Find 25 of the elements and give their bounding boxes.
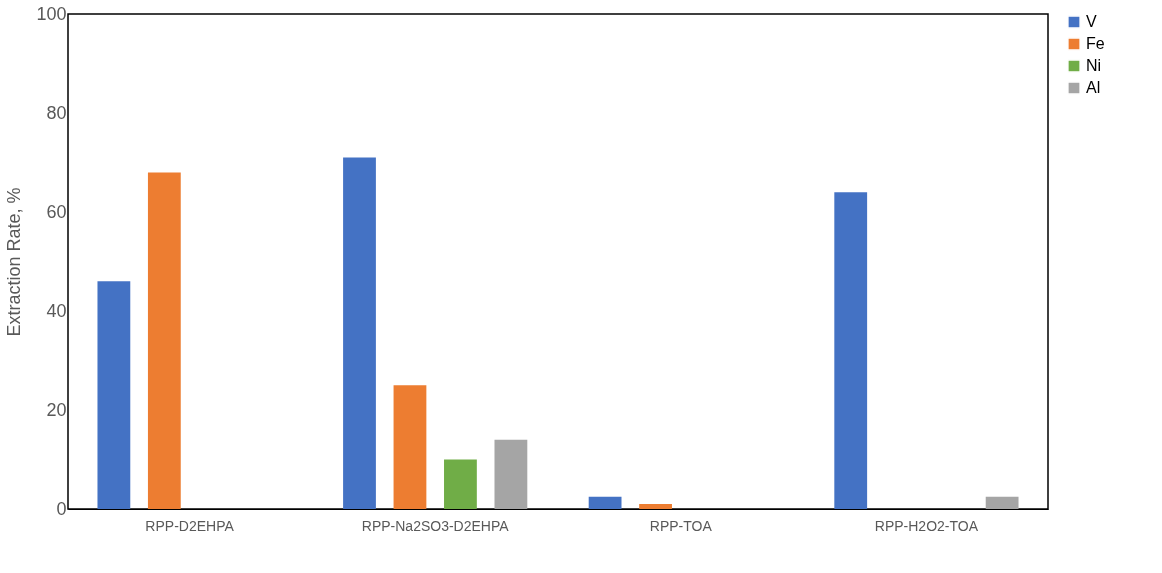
bar	[588, 496, 622, 509]
x-tick-label: RPP-Na2SO3-D2EHPA	[361, 517, 510, 534]
bar	[834, 192, 868, 509]
bar	[985, 496, 1019, 509]
x-tick-label: RPP-H2O2-TOA	[874, 517, 979, 534]
x-tick-label: RPP-TOA	[649, 517, 713, 534]
y-tick-label: 20	[46, 399, 67, 420]
y-tick-label: 80	[46, 102, 67, 123]
bar	[444, 459, 477, 509]
y-tick-label: 60	[46, 201, 67, 222]
bar	[343, 157, 376, 509]
bar	[393, 385, 427, 509]
y-axis-title: Extraction Rate, %	[4, 187, 25, 337]
y-tick-label: 0	[56, 498, 67, 519]
bar	[639, 504, 672, 509]
x-tick-label: RPP-D2EHPA	[145, 517, 235, 534]
bar	[147, 172, 181, 509]
legend-label: V	[1086, 13, 1097, 30]
legend-label: Ni	[1086, 57, 1102, 74]
y-tick-label: 100	[36, 3, 67, 24]
legend-label: Fe	[1086, 35, 1105, 52]
bar	[494, 439, 528, 509]
bar	[97, 281, 131, 509]
legend-label: Al	[1086, 79, 1101, 96]
y-tick-label: 40	[46, 300, 67, 321]
